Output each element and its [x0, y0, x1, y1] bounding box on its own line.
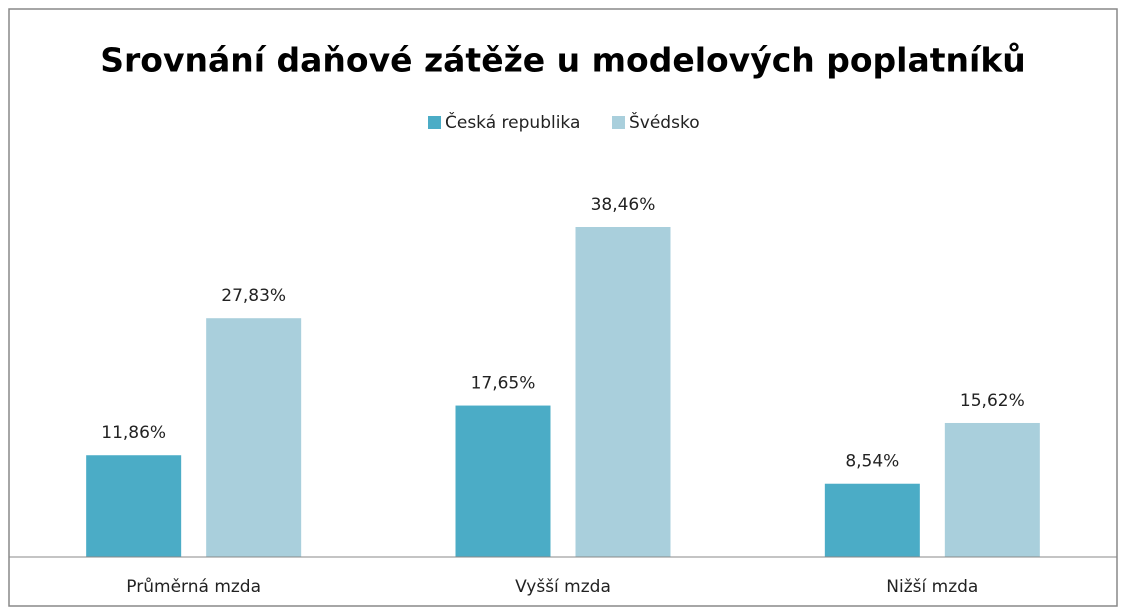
- bar: [944, 422, 1040, 557]
- bar: [824, 483, 920, 557]
- legend-label: Švédsko: [629, 111, 700, 133]
- data-label: 15,62%: [960, 391, 1025, 411]
- x-tick-label: Nižší mzda: [886, 577, 978, 597]
- legend-swatch: [612, 116, 625, 129]
- data-label: 27,83%: [221, 286, 286, 306]
- data-label: 38,46%: [591, 195, 656, 215]
- legend-label: Česká republika: [445, 111, 580, 133]
- legend-swatch: [428, 116, 441, 129]
- x-tick-label: Průměrná mzda: [126, 577, 261, 597]
- bar: [86, 455, 182, 557]
- bar: [575, 227, 671, 557]
- data-label: 8,54%: [845, 452, 899, 472]
- bar: [455, 405, 551, 557]
- chart-title: Srovnání daňové zátěže u modelových popl…: [100, 41, 1026, 80]
- x-tick-label: Vyšší mzda: [515, 577, 611, 597]
- data-label: 17,65%: [471, 374, 536, 394]
- chart-border: [8, 8, 1118, 607]
- bar: [206, 318, 302, 557]
- data-label: 11,86%: [101, 423, 166, 443]
